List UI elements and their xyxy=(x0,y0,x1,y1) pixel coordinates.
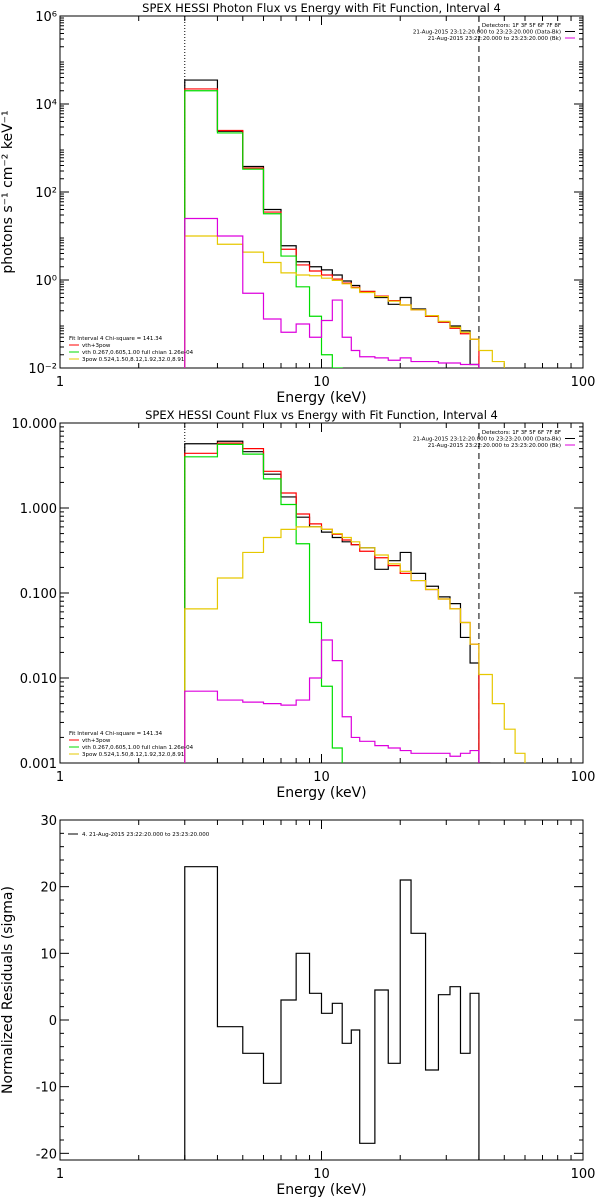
legend-left-entry: Fit Interval 4 Chi-square = 141.34 xyxy=(69,336,163,342)
y-tick-label: 10.000 xyxy=(12,417,58,432)
y-tick-label: 20 xyxy=(40,881,57,896)
y-tick-label: 0.100 xyxy=(20,587,57,602)
y-axis-label: photons s⁻¹ cm⁻² keV⁻¹ xyxy=(0,110,16,273)
chart-panel-2: 0.001 0.010 0.100 1.000 10.000 1 10 100 Energy (… xyxy=(12,408,596,801)
x-tick-label: 100 xyxy=(571,1167,596,1182)
x-tick-label: 100 xyxy=(571,770,596,785)
series-powerlaw-step-line xyxy=(184,235,505,368)
y-axis-label: Normalized Residuals (sigma) xyxy=(0,886,16,1094)
series-data-step-line xyxy=(184,440,491,763)
x-tick-label: 10 xyxy=(313,770,330,785)
series-background-step-line xyxy=(184,217,480,368)
series-group xyxy=(184,440,526,763)
legend-right-entry: 21-Aug-2015 23:22:20.000 to 23:23:20.000… xyxy=(428,36,561,42)
x-axis-label: Energy (keV) xyxy=(276,390,366,406)
y-tick-label: 0.010 xyxy=(20,672,57,687)
series-thermal-step-line xyxy=(184,443,343,763)
legend-left-entry: Fit Interval 4 Chi-square = 141.34 xyxy=(69,731,163,737)
y-tick-label: 0.001 xyxy=(20,757,57,772)
series-thermal-step-line xyxy=(184,90,343,368)
legend-right-entry: 21-Aug-2015 23:22:20.000 to 23:23:20.000… xyxy=(428,443,561,449)
series-background-step-line xyxy=(184,639,480,763)
series-group xyxy=(184,79,505,368)
legend-left-entry: 4. 21-Aug-2015 23:22:20.000 to 23:23:20.… xyxy=(82,832,210,838)
y-tick-label: 0 xyxy=(49,1014,57,1029)
x-tick-label: 1 xyxy=(56,770,64,785)
series-group xyxy=(184,866,480,1160)
y-tick-label: 10² xyxy=(35,186,57,201)
legend-left-entry: 3pow 0.524,1.50,8.12,1.92,32.0,8.91 xyxy=(82,357,184,363)
legend-left-entry: 3pow 0.524,1.50,8.12,1.92,32.0,8.91 xyxy=(82,752,184,758)
chart-title: SPEX HESSI Count Flux vs Energy with Fit… xyxy=(145,408,498,422)
legend-right-entry: Detectors: 1F 3F 5F 6F 7F 8F xyxy=(482,430,561,436)
x-axis-label: Energy (keV) xyxy=(276,785,366,801)
y-tick-label: -20 xyxy=(36,1147,57,1162)
plot-frame xyxy=(59,15,584,369)
legend-right-entry: 21-Aug-2015 23:12:20.000 to 23:23:20.000… xyxy=(413,437,561,443)
legend-left-entry: vth 0.267,0.605,1.00 full chian 1.26e-04 xyxy=(82,350,194,356)
y-tick-label: 30 xyxy=(40,814,57,829)
series-powerlaw-step-line xyxy=(184,526,526,763)
x-tick-label: 10 xyxy=(313,1167,330,1182)
x-tick-label: 1 xyxy=(56,1167,64,1182)
series-data-step-line xyxy=(184,79,480,368)
plot-frame xyxy=(59,819,584,1161)
y-tick-label: 10⁰ xyxy=(35,274,57,289)
x-tick-label: 1 xyxy=(56,375,64,390)
y-tick-label: -10 xyxy=(36,1081,57,1096)
legend-left-entry: vth 0.267,0.605,1.00 full chian 1.26e-04 xyxy=(82,745,194,751)
x-tick-label: 100 xyxy=(571,375,596,390)
x-axis-label: Energy (keV) xyxy=(276,1182,366,1198)
chart-panel-1: 10⁻² 10⁰ 10² 10⁴ 10⁶ 1 10 100 Energy (keV) photon… xyxy=(0,1,595,406)
legend-left-entry: vth+3pow xyxy=(82,343,111,349)
legend-right-entry: 21-Aug-2015 23:12:20.000 to 23:23:20.000… xyxy=(413,30,561,36)
y-tick-label: 10⁶ xyxy=(35,10,57,25)
series-data-step-line xyxy=(184,866,480,1160)
y-tick-label: 1.000 xyxy=(20,502,57,517)
legend-right-entry: Detectors: 1F 3F 5F 6F 7F 8F xyxy=(482,23,561,29)
y-tick-label: 10⁴ xyxy=(35,98,57,113)
x-tick-label: 10 xyxy=(313,375,330,390)
chart-title: SPEX HESSI Photon Flux vs Energy with Fi… xyxy=(142,1,501,15)
y-tick-label: 10 xyxy=(40,947,57,962)
chart-panel-3: -20 -10 0 10 20 30 1 10 100 Energy (keV) Normalize… xyxy=(0,814,595,1198)
legend-left-entry: vth+3pow xyxy=(82,738,111,744)
y-tick-label: 10⁻² xyxy=(28,362,57,377)
